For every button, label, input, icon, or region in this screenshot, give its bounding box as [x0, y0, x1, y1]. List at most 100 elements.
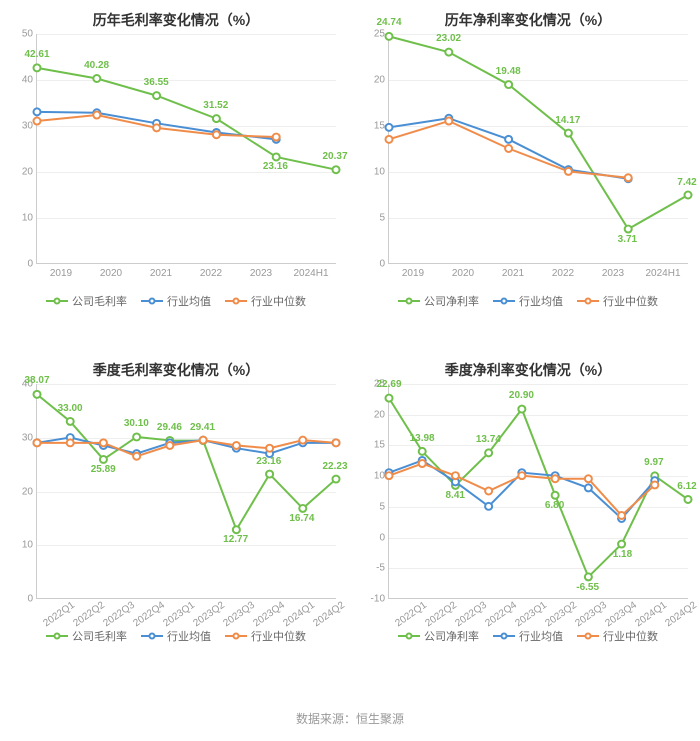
legend-label: 行业均值 [519, 628, 563, 644]
series-marker-s0 [133, 433, 140, 440]
x-tick: 2022 [538, 268, 588, 279]
series-marker-s2 [618, 512, 625, 519]
y-tick: 20 [374, 75, 389, 86]
series-marker-s0 [419, 448, 426, 455]
legend-label: 公司净利率 [424, 628, 479, 644]
legend-swatch-icon [398, 631, 420, 641]
chart-panel-quarter_net: 季度净利率变化情况（%） -10-5051015202522.6913.988.4… [352, 350, 700, 700]
x-tick: 2019 [36, 268, 86, 279]
series-marker-s2 [33, 118, 40, 125]
series-marker-s2 [166, 442, 173, 449]
series-marker-s0 [385, 33, 392, 40]
series-marker-s2 [213, 131, 220, 138]
x-axis-ticks: 201920202021202220232024H1 [388, 268, 688, 279]
value-label: 30.10 [124, 418, 149, 431]
chart-title: 季度净利率变化情况（%） [360, 360, 696, 380]
x-tick: 2022Q1 [393, 603, 424, 629]
x-axis-ticks: 2022Q12022Q22022Q32022Q42023Q12023Q22023… [36, 603, 336, 614]
series-marker-s0 [552, 492, 559, 499]
value-label: 29.46 [157, 422, 182, 435]
plot-area: -10-5051015202522.6913.988.4113.7420.906… [388, 384, 688, 599]
value-label: 6.80 [545, 500, 564, 513]
y-tick: 20 [374, 409, 389, 420]
series-line-s0 [389, 398, 688, 577]
legend-swatch-icon [141, 631, 163, 641]
legend-item-s1: 行业均值 [141, 628, 211, 644]
series-marker-s0 [100, 456, 107, 463]
series-marker-s2 [299, 437, 306, 444]
series-marker-s2 [552, 475, 559, 482]
series-marker-s1 [585, 484, 592, 491]
y-tick: 0 [27, 594, 37, 605]
series-marker-s0 [33, 391, 40, 398]
value-label: -6.55 [576, 582, 599, 595]
x-tick: 2020 [438, 268, 488, 279]
legend-swatch-icon [398, 296, 420, 306]
chart-legend: 公司净利率 行业均值行业中位数 [360, 628, 696, 644]
series-marker-s0 [505, 81, 512, 88]
value-label: 9.97 [644, 457, 663, 470]
chart-title: 历年净利率变化情况（%） [360, 10, 696, 30]
legend-item-s0: 公司净利率 [398, 293, 479, 309]
series-marker-s1 [485, 503, 492, 510]
value-label: 24.74 [376, 17, 401, 30]
legend-swatch-icon [46, 296, 68, 306]
value-label: 6.12 [677, 481, 696, 494]
x-tick: 2024H1 [638, 268, 688, 279]
series-marker-s1 [33, 108, 40, 115]
chart-title: 季度毛利率变化情况（%） [8, 360, 344, 380]
value-label: 23.02 [436, 33, 461, 46]
legend-item-s2: 行业中位数 [577, 628, 658, 644]
series-marker-s1 [505, 136, 512, 143]
series-marker-s2 [133, 453, 140, 460]
value-label: 20.90 [509, 390, 534, 403]
series-marker-s0 [153, 92, 160, 99]
series-marker-s2 [452, 472, 459, 479]
x-tick: 2021 [136, 268, 186, 279]
series-marker-s2 [585, 475, 592, 482]
legend-item-s0: 公司毛利率 [46, 293, 127, 309]
series-line-s0 [37, 68, 336, 170]
series-marker-s2 [200, 437, 207, 444]
y-tick: 15 [374, 440, 389, 451]
series-marker-s0 [273, 153, 280, 160]
legend-item-s2: 行业中位数 [225, 293, 306, 309]
value-label: -1.18 [609, 549, 632, 562]
series-marker-s2 [565, 168, 572, 175]
chart-title: 历年毛利率变化情况（%） [8, 10, 344, 30]
series-marker-s0 [332, 476, 339, 483]
chart-panel-annual_net: 历年净利率变化情况（%） 051015202524.7423.0219.4814.… [352, 0, 700, 350]
chart-panel-annual_gross: 历年毛利率变化情况（%）0102030405042.6140.2836.5531… [0, 0, 352, 350]
series-marker-s0 [67, 418, 74, 425]
legend-item-s1: 行业均值 [493, 628, 563, 644]
legend-label: 行业中位数 [251, 293, 306, 309]
value-label: 12.77 [223, 534, 248, 547]
y-tick: 20 [22, 486, 37, 497]
legend-item-s2: 行业中位数 [225, 628, 306, 644]
data-source-footer: 数据来源：恒生聚源 [0, 700, 700, 741]
y-tick: 0 [379, 259, 389, 270]
series-marker-s0 [93, 75, 100, 82]
legend-item-s1: 行业均值 [141, 293, 211, 309]
legend-item-s1: 行业均值 [493, 293, 563, 309]
legend-swatch-icon [577, 631, 599, 641]
series-marker-s0 [233, 526, 240, 533]
legend-swatch-icon [141, 296, 163, 306]
legend-item-s0: 公司毛利率 [46, 628, 127, 644]
legend-item-s0: 公司净利率 [398, 628, 479, 644]
series-marker-s2 [445, 118, 452, 125]
y-tick: 50 [22, 29, 37, 40]
legend-swatch-icon [577, 296, 599, 306]
value-label: 31.52 [203, 100, 228, 113]
series-marker-s2 [651, 481, 658, 488]
chart-legend: 公司毛利率行业均值行业中位数 [8, 628, 344, 644]
value-label: 14.17 [555, 115, 580, 128]
value-label: 23.16 [263, 161, 288, 174]
y-tick: 0 [379, 532, 389, 543]
plot-area: 051015202524.7423.0219.4814.173.717.42 [388, 34, 688, 264]
y-tick: 10 [374, 167, 389, 178]
series-marker-s0 [332, 166, 339, 173]
series-marker-s1 [385, 124, 392, 131]
value-label: 22.23 [322, 461, 347, 474]
legend-swatch-icon [225, 296, 247, 306]
